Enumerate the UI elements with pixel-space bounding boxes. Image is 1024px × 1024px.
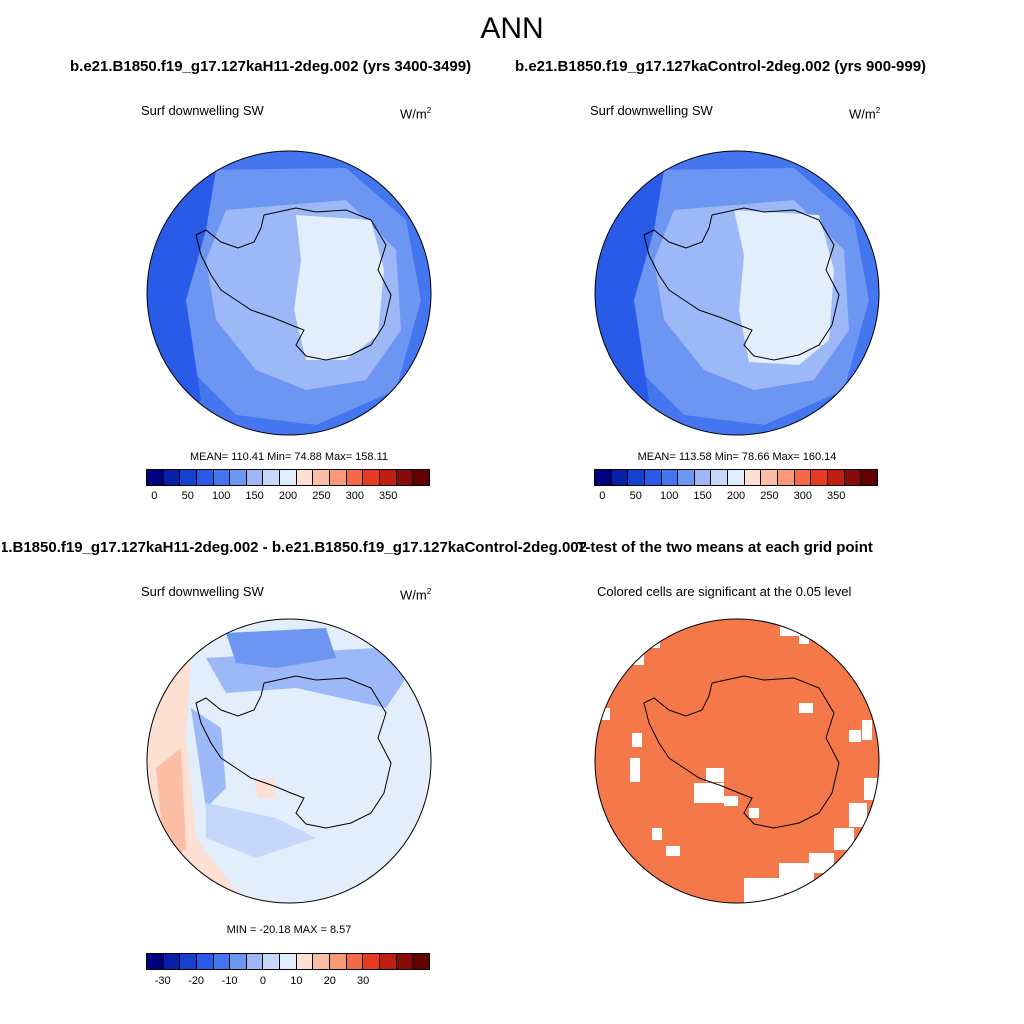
colorbar-cell: [346, 954, 364, 969]
colorbar-tick-label: 300: [793, 490, 812, 502]
colorbar-tick-label: 300: [345, 490, 364, 502]
colorbar-cell: [744, 470, 762, 485]
colorbar-cell: [778, 470, 795, 485]
colorbar-tick-label: 0: [151, 490, 158, 502]
ttest-subtitle: Colored cells are significant at the 0.0…: [597, 584, 852, 599]
colorbar-cell: [163, 470, 181, 485]
colorbar-tick-label: 350: [827, 490, 846, 502]
colorbar-cell: [213, 470, 231, 485]
colorbar-cell: [811, 470, 828, 485]
colorbar-cell: [330, 470, 347, 485]
colorbar-cell: [396, 470, 414, 485]
colorbar-cell: [861, 470, 877, 485]
colorbar-tick-label: 200: [726, 490, 746, 502]
ttest-map: [594, 618, 880, 904]
colorbar-cell: [661, 470, 679, 485]
colorbar-cell: [794, 470, 812, 485]
colorbar-cell: [163, 954, 181, 969]
colorbar-tick-label: 20: [323, 975, 336, 987]
colorbar-cell: [611, 470, 629, 485]
colorbar-cell: [263, 470, 281, 485]
colorbar-cell: [379, 954, 397, 969]
colorbar-cell: [346, 470, 364, 485]
test-map: [146, 150, 432, 436]
colorbar-tick-label: -20: [188, 975, 205, 987]
colorbar-tick-label: 50: [629, 490, 642, 502]
colorbar-tick-label: 150: [693, 490, 712, 502]
colorbar-cell: [628, 470, 645, 485]
control-variable-label: Surf downwelling SW: [590, 103, 713, 118]
colorbar-tick-label: 0: [259, 975, 266, 987]
colorbar-cell: [728, 470, 745, 485]
colorbar-tick-label: 150: [245, 490, 264, 502]
colorbar-cell: [413, 470, 429, 485]
test-variable-label: Surf downwelling SW: [141, 103, 264, 118]
test-colorbar: [146, 469, 430, 486]
colorbar-cell: [296, 470, 314, 485]
colorbar-cell: [413, 954, 429, 969]
colorbar-cell: [844, 470, 862, 485]
colorbar-cell: [280, 470, 297, 485]
colorbar-cell: [147, 470, 164, 485]
colorbar-cell: [379, 470, 397, 485]
difference-colorbar: [146, 953, 430, 970]
control-colorbar-ticks: 0 50 100 150 200 250 300 350: [594, 490, 878, 504]
colorbar-tick-label: 100: [659, 490, 679, 502]
colorbar-cell: [711, 470, 729, 485]
colorbar-cell: [196, 470, 214, 485]
colorbar-cell: [230, 470, 247, 485]
colorbar-cell: [147, 954, 164, 969]
colorbar-cell: [330, 954, 347, 969]
test-stats: MEAN= 110.41 Min= 74.88 Max= 158.11: [189, 451, 389, 463]
test-case-title: b.e21.B1850.f19_g17.127kaH11-2deg.002 (y…: [70, 58, 472, 75]
difference-colorbar-ticks: -30 -20 -10 0 10 20 30: [146, 975, 430, 989]
colorbar-tick-label: 250: [760, 490, 779, 502]
colorbar-tick-label: 250: [312, 490, 331, 502]
colorbar-cell: [263, 954, 281, 969]
colorbar-cell: [313, 954, 331, 969]
colorbar-cell: [694, 470, 712, 485]
colorbar-tick-label: 10: [290, 975, 303, 987]
colorbar-tick-label: -30: [154, 975, 171, 987]
colorbar-tick-label: 50: [181, 490, 194, 502]
colorbar-tick-label: 0: [599, 490, 606, 502]
figure-title: ANN: [480, 12, 544, 45]
colorbar-cell: [196, 954, 214, 969]
colorbar-cell: [213, 954, 231, 969]
colorbar-cell: [313, 470, 331, 485]
colorbar-cell: [246, 470, 264, 485]
difference-map: [146, 618, 432, 904]
colorbar-cell: [363, 954, 380, 969]
control-map: [594, 150, 880, 436]
control-stats: MEAN= 113.58 Min= 78.66 Max= 160.14: [637, 451, 837, 463]
difference-stats: MIN = -20.18 MAX = 8.57: [226, 924, 352, 936]
colorbar-cell: [396, 954, 414, 969]
colorbar-tick-label: 30: [357, 975, 370, 987]
difference-case-title: b.e21.B1850.f19_g17.127kaH11-2deg.002 - …: [2, 539, 587, 556]
colorbar-cell: [180, 470, 197, 485]
colorbar-cell: [761, 470, 779, 485]
colorbar-cell: [296, 954, 314, 969]
difference-units-label: W/m2: [400, 587, 432, 603]
test-colorbar-ticks: 0 50 100 150 200 250 300 350: [146, 490, 430, 504]
control-case-title: b.e21.B1850.f19_g17.127kaControl-2deg.00…: [515, 58, 927, 75]
colorbar-tick-label: 200: [278, 490, 298, 502]
control-colorbar: [594, 469, 878, 486]
colorbar-tick-label: 350: [379, 490, 398, 502]
colorbar-cell: [644, 470, 662, 485]
colorbar-cell: [230, 954, 247, 969]
control-units-label: W/m2: [849, 106, 881, 122]
colorbar-cell: [280, 954, 297, 969]
colorbar-cell: [678, 470, 695, 485]
colorbar-cell: [827, 470, 845, 485]
ttest-title: T-test of the two means at each grid poi…: [577, 539, 873, 556]
colorbar-cell: [363, 470, 380, 485]
colorbar-tick-label: -10: [221, 975, 238, 987]
difference-variable-label: Surf downwelling SW: [141, 584, 264, 599]
colorbar-cell: [595, 470, 612, 485]
colorbar-tick-label: 100: [211, 490, 231, 502]
test-units-label: W/m2: [400, 106, 432, 122]
colorbar-cell: [246, 954, 264, 969]
colorbar-cell: [180, 954, 197, 969]
